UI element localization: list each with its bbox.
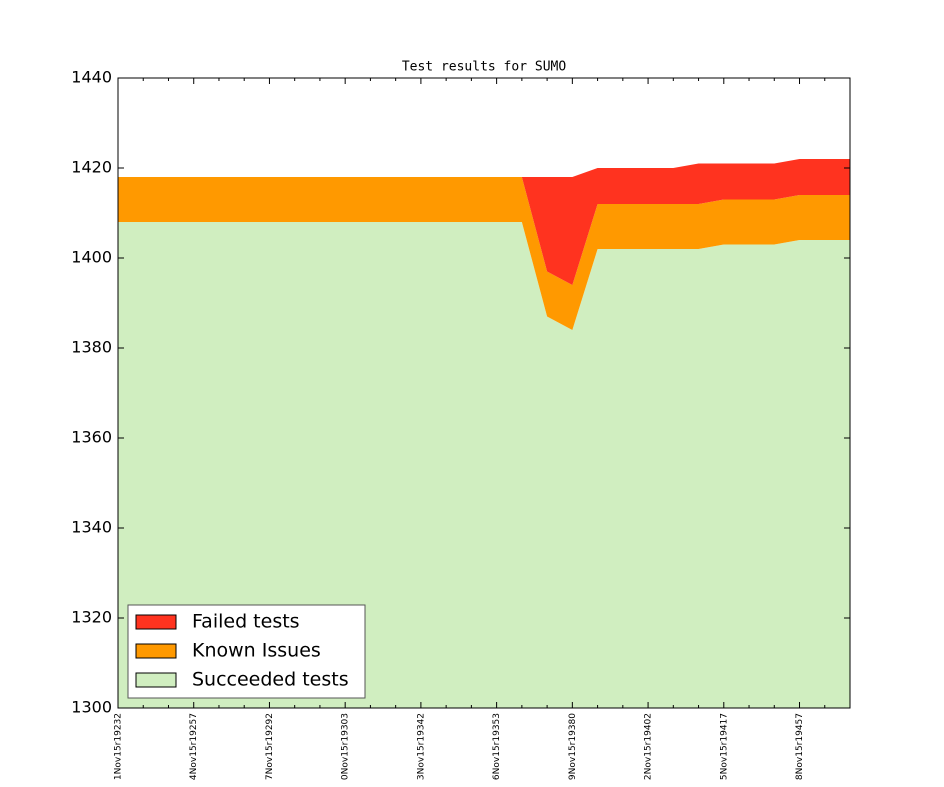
plot-frame xyxy=(117,77,851,709)
legend-swatch xyxy=(135,614,177,630)
x-tick-label: 2Nov15r19402 xyxy=(644,713,654,780)
x-tick-label: 9Nov15r19380 xyxy=(568,713,578,780)
area xyxy=(118,222,850,708)
legend-swatch xyxy=(135,643,177,659)
area xyxy=(118,177,850,330)
y-tick-label: 1380 xyxy=(71,338,112,357)
legend-label: Known Issues xyxy=(192,640,321,662)
plot xyxy=(118,159,850,708)
x-tick-label: 3Nov15r19342 xyxy=(416,713,426,780)
chart-title: Test results for SUMO xyxy=(402,60,567,75)
x-tick-label: 5Nov15r19417 xyxy=(719,713,729,780)
x-tick-label: 4Nov15r19257 xyxy=(189,713,199,780)
area xyxy=(118,159,850,285)
legend-swatch xyxy=(135,672,177,688)
x-tick-label: 6Nov15r19353 xyxy=(492,713,502,780)
y-tick-label: 1420 xyxy=(71,158,112,177)
y-tick-label: 1340 xyxy=(71,518,112,537)
legend-label: Succeeded tests xyxy=(192,669,349,691)
x-tick-label: 8Nov15r19457 xyxy=(795,713,805,780)
x-tick-label: 1Nov15r19232 xyxy=(114,713,124,780)
y-tick-label: 1320 xyxy=(71,608,112,627)
legend-label: Failed tests xyxy=(192,611,300,633)
y-tick-label: 1360 xyxy=(71,428,112,447)
x-tick-label: 7Nov15r19292 xyxy=(265,713,275,780)
y-tick-label: 1400 xyxy=(71,248,112,267)
y-tick-label: 1300 xyxy=(71,698,112,717)
y-tick-label: 1440 xyxy=(71,68,112,87)
x-tick-label: 0Nov15r19303 xyxy=(341,713,351,780)
